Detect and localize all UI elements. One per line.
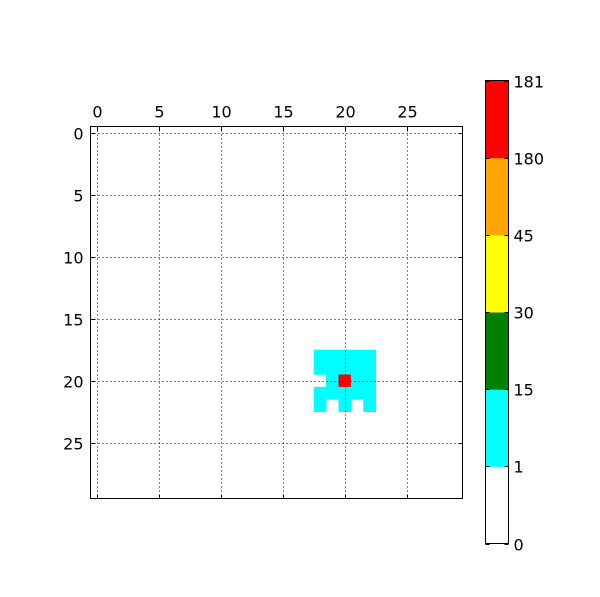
heatmap-cell [338,386,352,400]
heatmap-cell [326,349,339,363]
x-tick-label: 0 [92,103,102,122]
colorbar-tick-label: 0 [514,536,524,555]
colorbar-tick-label: 30 [514,304,534,323]
colorbar: 0 1 15 30 45 180 181 [485,73,545,555]
colorbar-tick-label: 181 [514,73,545,92]
y-tick-label: 5 [73,187,83,206]
colorbar-tick-label: 1 [514,458,524,477]
heatmap-cell [350,386,364,400]
colorbar-segment [485,157,509,236]
colorbar-segment [485,234,509,313]
colorbar-segment [485,466,509,544]
y-tick-label: 15 [63,311,83,330]
heatmap-cell [313,349,327,363]
heatmap-cell [338,362,352,375]
heatmap-cell [338,349,352,363]
x-tick-label: 20 [335,103,355,122]
x-axis-ticks: 0 5 10 15 20 25 [92,103,418,499]
heatmap-cell [326,374,339,388]
colorbar-tick-label: 15 [514,381,534,400]
y-tick-label: 0 [73,125,83,144]
colorbar-tick-label: 45 [514,227,534,246]
x-tick-label: 15 [273,103,293,122]
y-tick-label: 20 [63,373,83,392]
heatmap-cell [338,374,352,388]
heatmap-cell [363,399,376,412]
x-tick-label: 5 [154,103,164,122]
grid-lines [90,126,463,499]
colorbar-segment [485,389,509,467]
x-tick-label: 25 [397,103,417,122]
heatmap-cell [350,349,364,363]
heatmap-cell [326,386,339,400]
heatmap-cell [350,374,364,388]
heatmap-cell [363,349,376,363]
heatmap-cell [313,386,327,400]
heatmap-cell [363,386,376,400]
heatmap-cell [363,362,376,375]
heatmap-cell [313,399,327,412]
colorbar-segment [485,312,509,390]
heatmap-cell [363,374,376,388]
y-tick-label: 25 [63,435,83,454]
colorbar-tick-label: 180 [514,150,545,169]
x-tick-label: 10 [211,103,231,122]
plot-frame [90,126,463,499]
heatmap-cells [313,349,376,412]
heatmap-cell [350,362,364,375]
heatmap-cell [326,362,339,375]
heatmap-cell [338,399,352,412]
colorbar-segment [485,80,509,159]
y-axis-ticks: 0 5 10 15 20 25 [63,125,463,454]
y-tick-label: 10 [63,249,83,268]
heatmap-cell [313,362,327,375]
